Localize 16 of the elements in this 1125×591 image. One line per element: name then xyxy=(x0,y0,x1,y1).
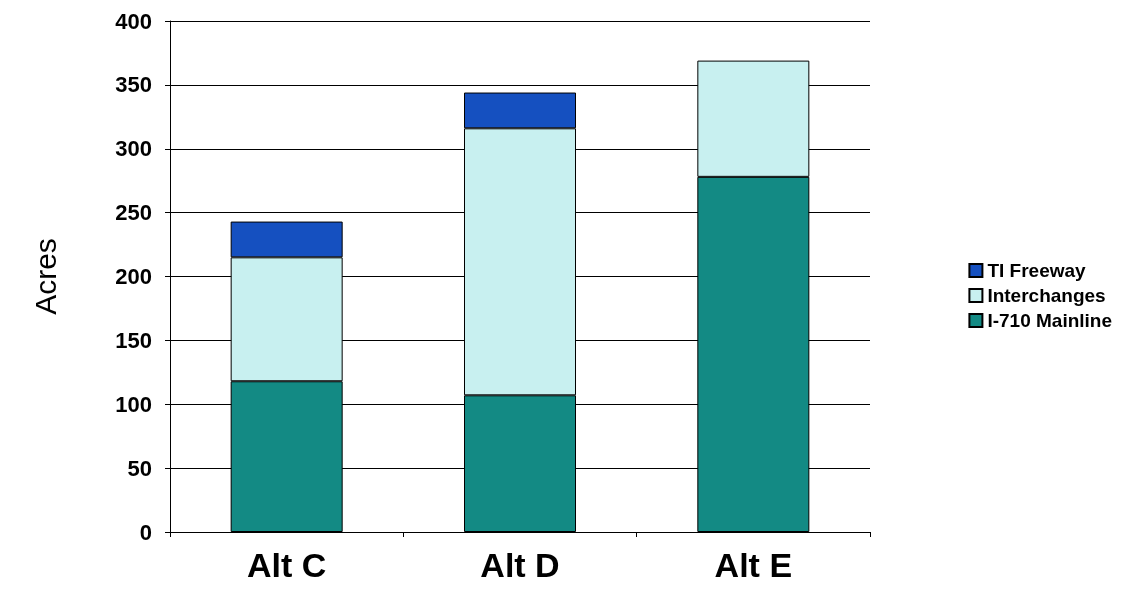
legend-label: Interchanges xyxy=(987,285,1106,306)
y-tick-label: 100 xyxy=(115,391,152,417)
y-tick-label: 150 xyxy=(115,327,152,353)
y-tick-label: 350 xyxy=(115,72,152,98)
x-tick-label: Alt D xyxy=(480,546,560,584)
y-tick-label: 200 xyxy=(115,264,152,289)
y-tick-label: 50 xyxy=(127,455,152,481)
y-tick-label: 300 xyxy=(115,136,152,162)
legend-label: TI Freeway xyxy=(987,260,1087,281)
y-tick-label: 400 xyxy=(115,8,152,34)
y-tick-label: 0 xyxy=(139,519,152,545)
y-axis-title: Acres xyxy=(28,238,62,315)
y-tick-label: 250 xyxy=(115,200,152,226)
legend-label: I-710 Mainline xyxy=(987,310,1113,331)
x-tick-label: Alt E xyxy=(714,546,793,584)
x-tick-label: Alt C xyxy=(247,546,327,584)
